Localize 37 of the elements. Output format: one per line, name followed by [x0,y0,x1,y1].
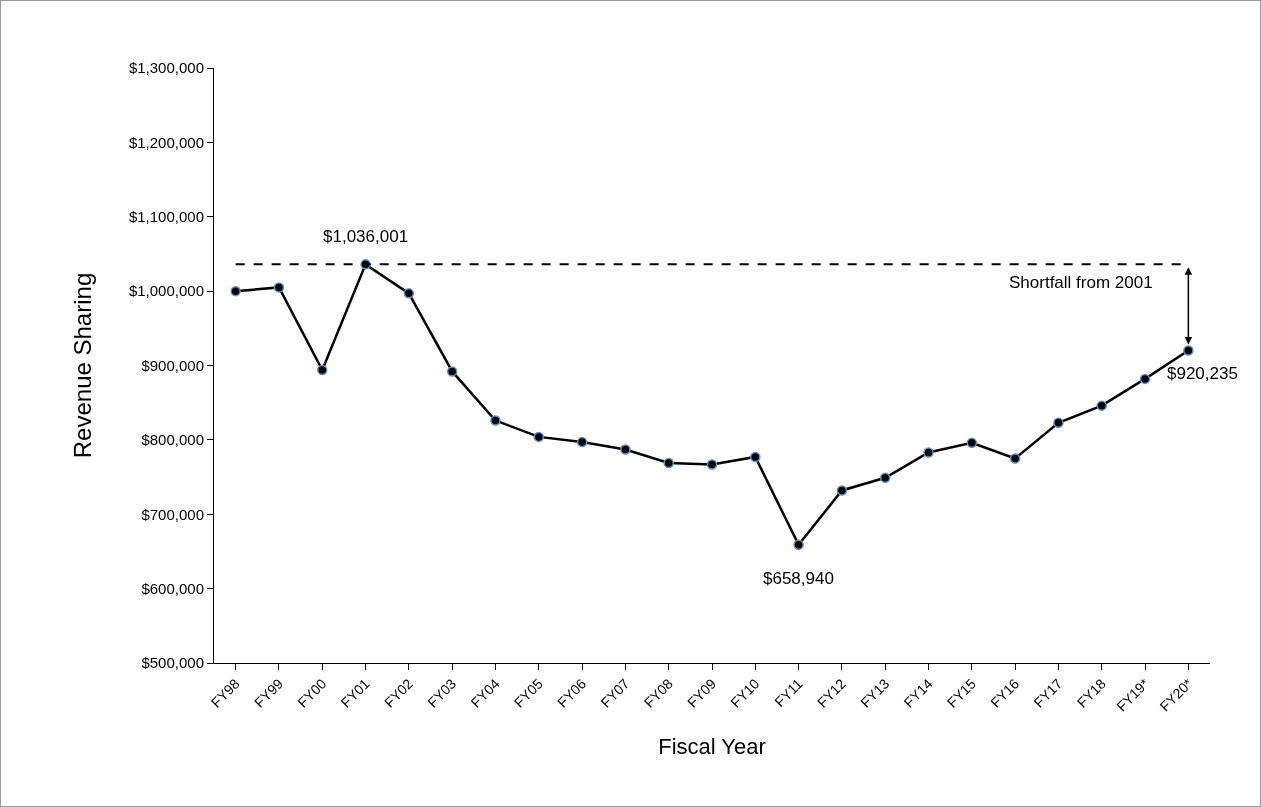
point [879,472,891,484]
point [317,364,328,376]
point [793,539,804,551]
point [663,457,674,469]
y-tick-label: $600,000 [141,579,204,597]
y-tick-label: $500,000 [141,654,204,672]
point [576,436,588,448]
y-tick-label: $700,000 [141,505,204,523]
y-tick-label: $1,200,000 [128,133,204,151]
data-label: $1,036,001 [323,227,409,246]
annotation: Shortfall from 2001 [1009,273,1153,292]
y-tick-label: $900,000 [141,356,204,374]
point [750,451,761,463]
point [403,288,415,299]
point [706,459,718,470]
y-tick-label: $1,000,000 [128,282,204,300]
point [533,431,545,443]
y-axis-title: Revenue Sharing [69,272,97,459]
point [1183,345,1194,356]
point [490,415,501,426]
y-tick-label: $1,100,000 [128,208,204,225]
point [230,285,241,297]
point [966,437,978,449]
data-label: $920,235 [1167,364,1238,383]
point [1139,373,1151,385]
data-label: $658,940 [763,569,834,588]
point [923,447,934,458]
point [1096,400,1107,411]
point [1009,453,1021,464]
point [620,444,631,455]
point [446,366,458,377]
y-tick-label: $800,000 [141,431,204,449]
point [836,485,848,496]
y-tick-label: $1,300,000 [128,59,204,77]
x-axis-title: Fiscal Year [658,734,766,760]
point [1053,417,1064,429]
point [273,282,285,293]
